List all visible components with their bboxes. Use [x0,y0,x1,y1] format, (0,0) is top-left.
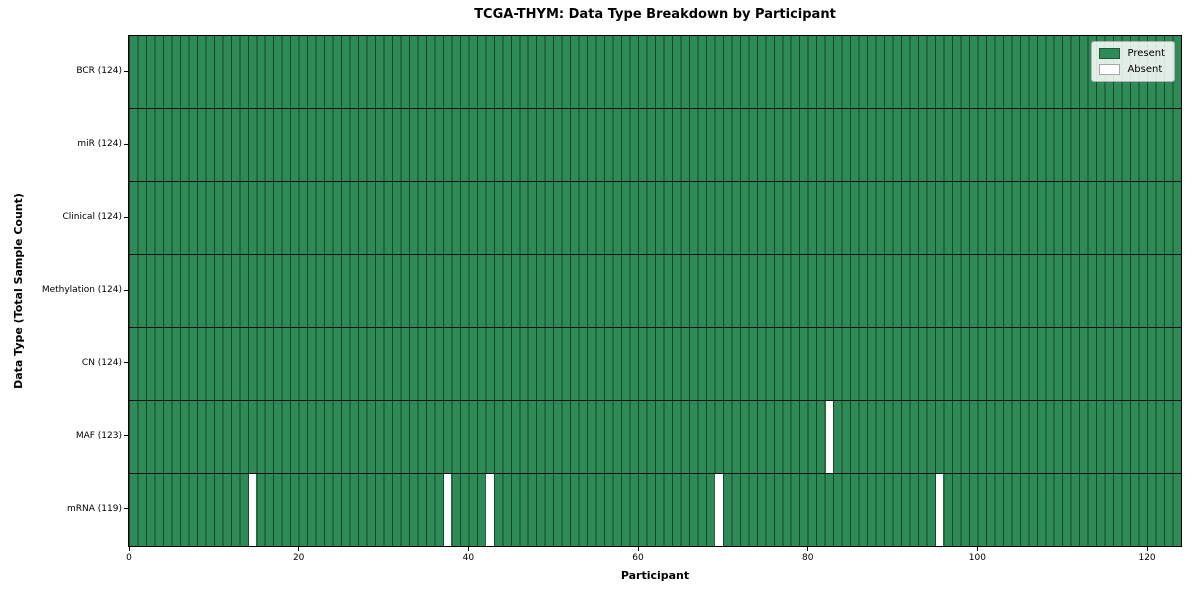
x-tick-label: 80 [801,553,814,563]
legend: Present Absent [1091,41,1175,82]
row-separator [129,108,1181,110]
x-tick-label: 60 [632,553,644,563]
x-tick-label: 120 [1138,553,1156,563]
x-tick-label: 20 [292,553,305,563]
y-tick-mark [124,216,128,218]
y-tick-mark [124,508,128,510]
x-tick-label: 0 [126,553,132,563]
y-tick-label: miR (124) [77,139,122,150]
y-tick-mark [124,143,128,145]
x-tick-mark [807,547,809,551]
x-tick-label: 100 [968,553,986,563]
legend-entry-present: Present [1099,48,1165,59]
x-axis-label: Participant [620,569,690,582]
row-separator [129,472,1181,474]
x-tick-mark [1146,547,1148,551]
x-tick-label: 40 [462,553,475,563]
x-tick-mark [637,547,639,551]
absent-cell [715,473,723,546]
y-tick-mark [124,289,128,291]
x-tick-mark [467,547,469,551]
plot-area: Present Absent [128,35,1182,547]
absent-cell [443,473,452,546]
legend-label-present: Present [1127,48,1165,59]
absent-cell [935,473,944,546]
row-separator [129,326,1181,328]
absent-cell [486,473,494,546]
row-separator [129,254,1181,256]
y-tick-label: Methylation (124) [41,285,122,295]
absent-cell [248,473,257,546]
y-tick-mark [124,435,128,437]
y-tick-mark [124,70,128,72]
y-tick-label: Clinical (124) [62,212,122,223]
y-tick-mark [124,362,128,364]
y-tick-label: mRNA (119) [67,503,122,514]
absent-cell [825,400,834,474]
legend-swatch-present-icon [1099,48,1121,59]
x-tick-mark [298,547,300,551]
legend-swatch-absent-icon [1099,64,1121,75]
legend-entry-absent: Absent [1099,64,1165,75]
y-tick-label: CN (124) [81,357,122,368]
x-tick-mark [128,547,130,551]
row-separator [129,399,1181,401]
chart-title: TCGA-THYM: Data Type Breakdown by Partic… [474,7,836,22]
legend-label-absent: Absent [1127,64,1163,75]
y-tick-label: MAF (123) [75,430,122,441]
x-tick-mark [976,547,978,551]
y-tick-label: BCR (124) [76,66,122,77]
row-separator [129,181,1181,183]
